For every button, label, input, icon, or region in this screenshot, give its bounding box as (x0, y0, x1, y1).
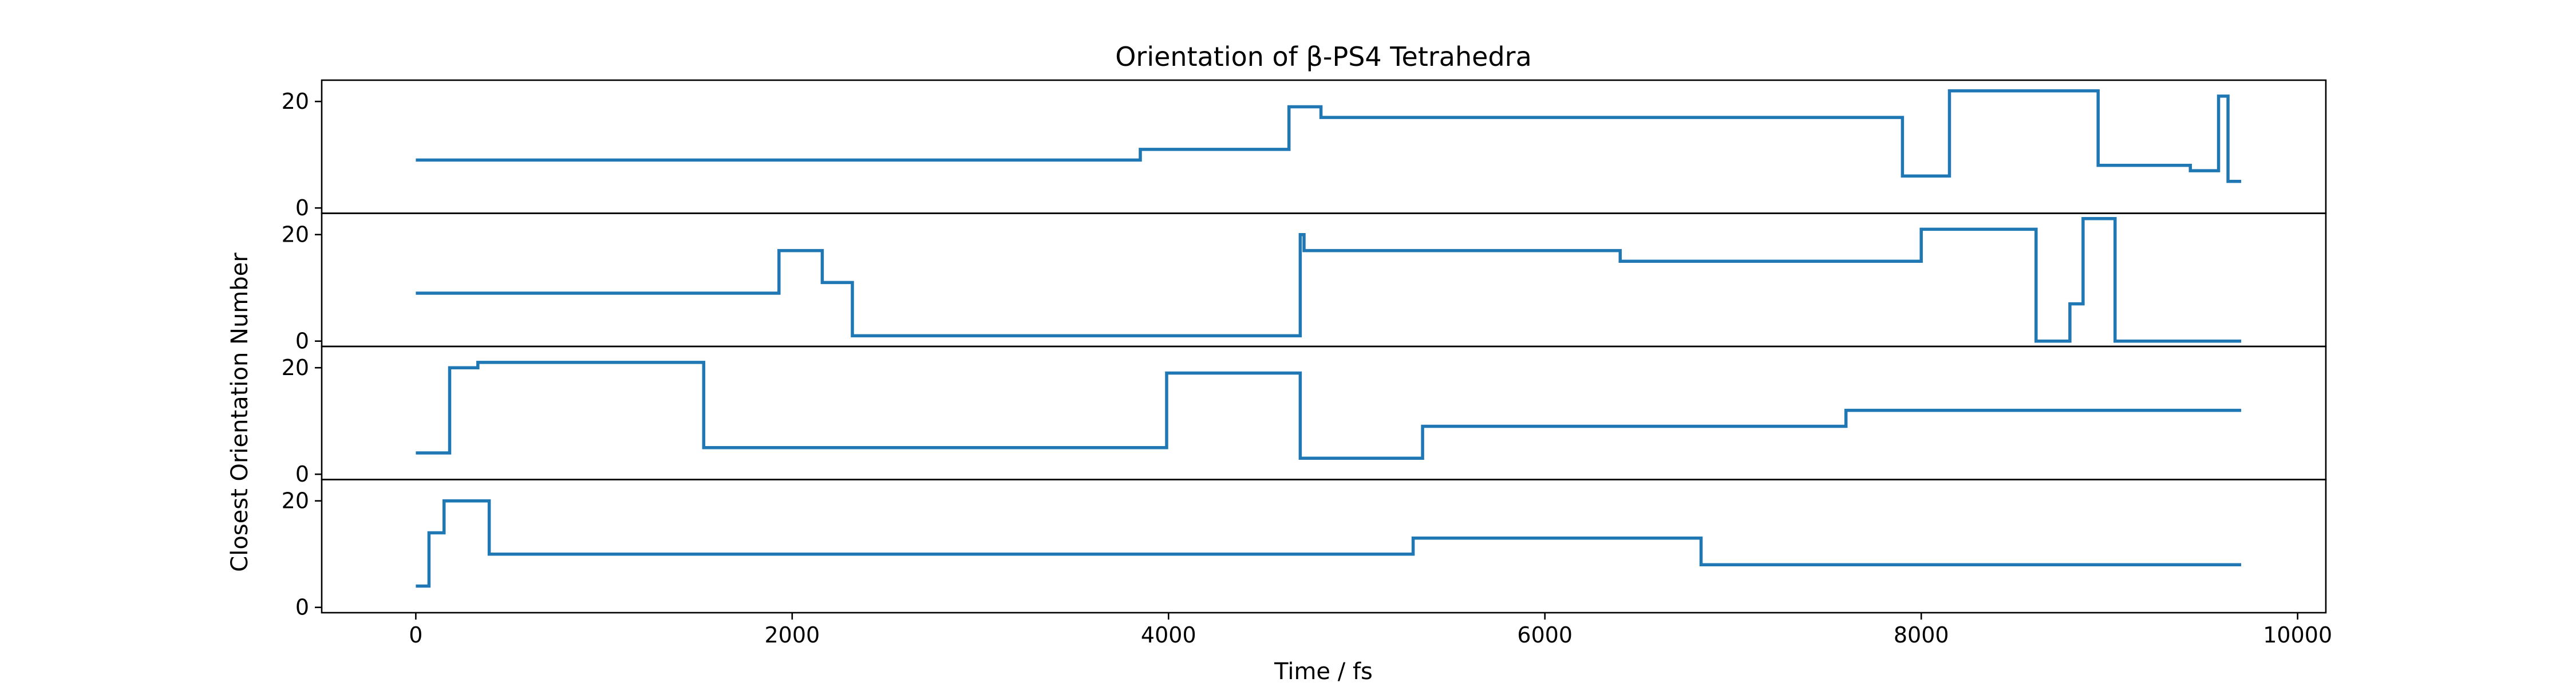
subplot-frame-1 (321, 79, 2327, 214)
y-tick-label: 0 (295, 595, 309, 620)
y-tick-label: 20 (282, 222, 309, 247)
series-line-4 (416, 499, 2242, 588)
subplot-frame-4 (321, 479, 2327, 614)
y-tick-label: 20 (282, 355, 309, 380)
y-axis-title: Closest Orientation Number (227, 253, 253, 572)
x-tick-label: 6000 (1517, 622, 1573, 648)
subplot-frame-2 (321, 212, 2327, 348)
series-line-2 (416, 217, 2242, 343)
series-line-3 (416, 361, 2242, 460)
x-tick-label: 8000 (1894, 622, 1949, 648)
y-tick-label: 20 (282, 488, 309, 514)
y-tick-label: 0 (295, 462, 309, 487)
y-tick-label: 20 (282, 89, 309, 114)
x-tick-label: 0 (409, 622, 422, 648)
y-tick-label: 0 (295, 329, 309, 354)
y-tick-label: 0 (295, 195, 309, 220)
x-tick-label: 10000 (2263, 622, 2332, 648)
x-tick-label: 2000 (764, 622, 820, 648)
chart-title: Orientation of β-PS4 Tetrahedra (1115, 41, 1532, 72)
x-tick-label: 4000 (1141, 622, 1196, 648)
series-line-1 (416, 89, 2242, 183)
x-axis-title: Time / fs (1274, 659, 1373, 685)
